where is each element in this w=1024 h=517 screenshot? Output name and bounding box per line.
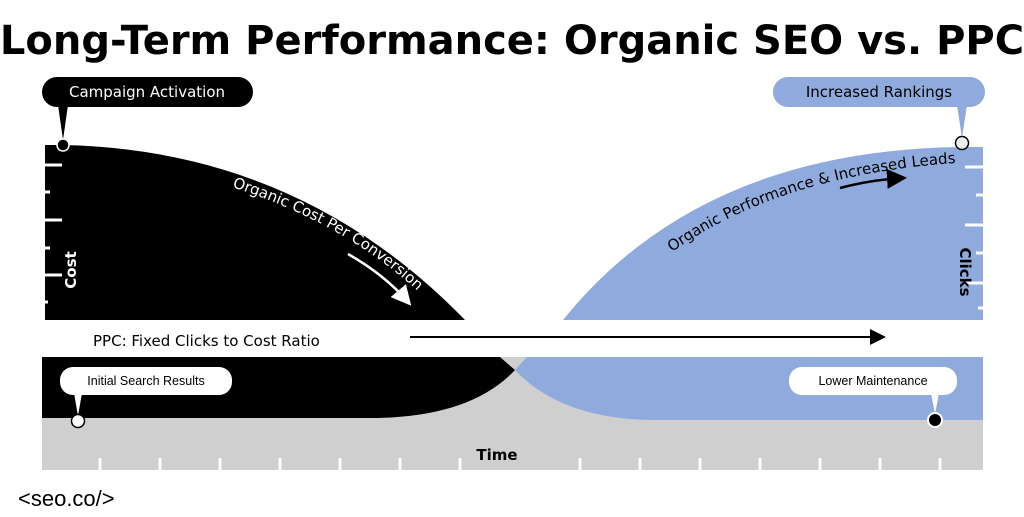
callout-campaign-activation: Campaign Activation	[42, 77, 253, 152]
svg-text:Initial Search Results: Initial Search Results	[87, 374, 204, 388]
organic-performance-arrow	[839, 168, 907, 190]
maintenance-point-marker	[927, 412, 943, 428]
time-axis-ticks	[98, 458, 942, 470]
organic-performance-area	[563, 147, 983, 320]
page-title: Long-Term Performance: Organic SEO vs. P…	[0, 18, 1024, 64]
organic-cost-area	[45, 145, 465, 320]
callout-lower-maintenance: Lower Maintenance	[789, 367, 957, 428]
start-point-marker	[56, 138, 70, 152]
cost-axis-label: Cost	[62, 251, 80, 288]
clicks-axis-ticks	[965, 165, 984, 310]
clicks-axis-label: Clicks	[956, 247, 974, 296]
callout-initial-search-results: Initial Search Results	[60, 367, 232, 429]
cost-axis-ticks	[44, 163, 62, 304]
initial-point-marker	[70, 413, 86, 429]
time-axis-label: Time	[476, 446, 517, 464]
svg-text:Lower Maintenance: Lower Maintenance	[818, 374, 927, 388]
callout-increased-rankings: Increased Rankings	[773, 77, 985, 151]
logo: <seo.co/>	[18, 486, 115, 511]
svg-text:Increased Rankings: Increased Rankings	[806, 83, 952, 101]
organic-cost-arrow	[347, 252, 412, 306]
rankings-point-marker	[954, 135, 970, 151]
ppc-label: PPC: Fixed Clicks to Cost Ratio	[93, 332, 320, 350]
svg-text:Campaign Activation: Campaign Activation	[69, 83, 225, 101]
